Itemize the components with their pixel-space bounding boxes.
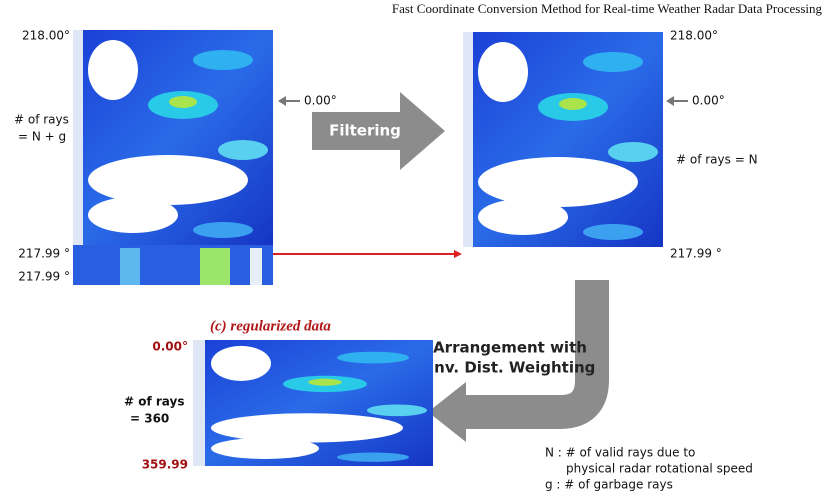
filtered-top-label: 218.00° (670, 29, 718, 43)
filtered-radar-image (463, 32, 663, 247)
raw-zero-label: 0.00° (304, 94, 337, 108)
raw-rays-label: # of rays (14, 113, 69, 127)
regularized-rays-label: # of rays (124, 395, 185, 409)
regularized-bottom-label: 359.99 (142, 458, 188, 472)
arrange-label: Arrangement with (433, 339, 587, 357)
regularized-title: (c) regularized data (210, 318, 331, 334)
correspondence-head (454, 250, 462, 258)
garbage-rays (73, 245, 273, 285)
raw-bottom-label: 217.99 ° (18, 247, 70, 261)
legend-line: N : # of valid rays due to (545, 446, 695, 460)
garbage-stripe (200, 248, 230, 285)
raw-radar-image (73, 30, 273, 245)
arrange-arrow (460, 280, 609, 429)
legend-line: g : # of garbage rays (545, 478, 673, 492)
header-title: Fast Coordinate Conversion Method for Re… (392, 1, 823, 16)
raw-bottom-label: 217.99 ° (18, 270, 70, 284)
raw-top-label: 218.00° (22, 29, 70, 43)
filtered-bottom-label: 217.99 ° (670, 247, 722, 261)
filter-label: Filtering (329, 122, 401, 140)
regularized-top-label: 0.00° (152, 340, 188, 354)
arrange-label: Inv. Dist. Weighting (429, 359, 596, 377)
garbage-stripe (250, 248, 262, 285)
filtered-zero-label: 0.00° (692, 94, 725, 108)
arrange-arrow-head (428, 382, 466, 442)
legend-line: physical radar rotational speed (566, 462, 753, 476)
garbage-stripe (120, 248, 140, 285)
zero-pointer-head (666, 96, 674, 106)
filter-arrow (312, 92, 445, 170)
regularized-radar-image (193, 340, 433, 466)
raw-rays-label: = N + g (18, 130, 66, 144)
filtered-rays-label: # of rays = N (676, 153, 758, 167)
regularized-rays-label: = 360 (130, 412, 169, 426)
zero-pointer-head (278, 96, 286, 106)
